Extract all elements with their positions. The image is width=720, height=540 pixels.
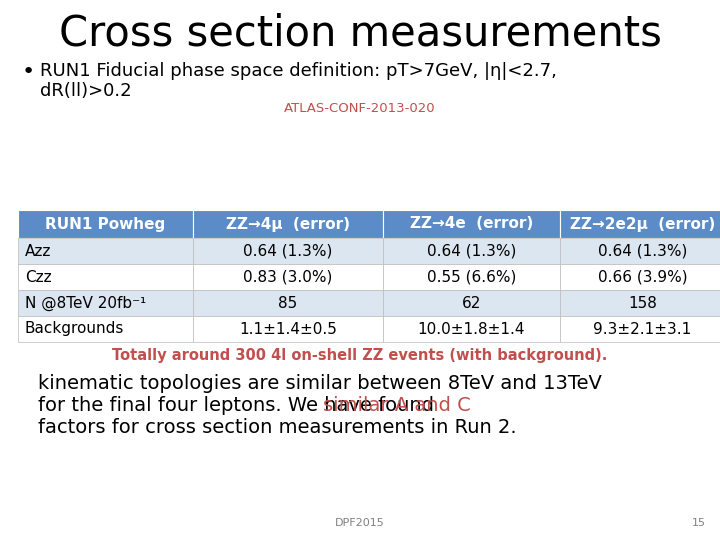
Text: N @8TeV 20fb⁻¹: N @8TeV 20fb⁻¹ (25, 295, 146, 310)
Text: Azz: Azz (25, 244, 51, 259)
Text: 15: 15 (692, 518, 706, 528)
FancyBboxPatch shape (560, 264, 720, 290)
Text: ZZ→4μ  (error): ZZ→4μ (error) (226, 217, 350, 232)
Text: RUN1 Powheg: RUN1 Powheg (45, 217, 166, 232)
FancyBboxPatch shape (193, 290, 383, 316)
FancyBboxPatch shape (193, 316, 383, 342)
FancyBboxPatch shape (560, 290, 720, 316)
FancyBboxPatch shape (383, 238, 560, 264)
Text: 62: 62 (462, 295, 481, 310)
Text: dR(ll)>0.2: dR(ll)>0.2 (40, 82, 132, 100)
Text: factors for cross section measurements in Run 2.: factors for cross section measurements i… (38, 418, 517, 437)
Text: 0.55 (6.6%): 0.55 (6.6%) (427, 269, 516, 285)
FancyBboxPatch shape (18, 264, 193, 290)
Text: 0.64 (1.3%): 0.64 (1.3%) (598, 244, 687, 259)
FancyBboxPatch shape (560, 316, 720, 342)
Text: 1.1±1.4±0.5: 1.1±1.4±0.5 (239, 321, 337, 336)
Text: similar A and C: similar A and C (323, 396, 471, 415)
FancyBboxPatch shape (560, 238, 720, 264)
Text: RUN1 Fiducial phase space definition: pT>7GeV, |η|<2.7,: RUN1 Fiducial phase space definition: pT… (40, 62, 557, 80)
FancyBboxPatch shape (18, 316, 193, 342)
Text: Totally around 300 4l on-shell ZZ events (with background).: Totally around 300 4l on-shell ZZ events… (112, 348, 608, 363)
FancyBboxPatch shape (383, 316, 560, 342)
Text: kinematic topologies are similar between 8TeV and 13TeV: kinematic topologies are similar between… (38, 374, 602, 393)
FancyBboxPatch shape (383, 290, 560, 316)
Text: 85: 85 (279, 295, 297, 310)
Text: 0.64 (1.3%): 0.64 (1.3%) (243, 244, 333, 259)
FancyBboxPatch shape (18, 238, 193, 264)
Text: 0.83 (3.0%): 0.83 (3.0%) (243, 269, 333, 285)
Text: ZZ→2e2μ  (error): ZZ→2e2μ (error) (570, 217, 715, 232)
FancyBboxPatch shape (193, 210, 383, 238)
Text: 10.0±1.8±1.4: 10.0±1.8±1.4 (418, 321, 526, 336)
Text: ATLAS-CONF-2013-020: ATLAS-CONF-2013-020 (284, 102, 436, 115)
FancyBboxPatch shape (383, 210, 560, 238)
Text: •: • (22, 62, 35, 82)
Text: DPF2015: DPF2015 (335, 518, 385, 528)
Text: 0.64 (1.3%): 0.64 (1.3%) (427, 244, 516, 259)
FancyBboxPatch shape (18, 290, 193, 316)
FancyBboxPatch shape (560, 210, 720, 238)
Text: 158: 158 (628, 295, 657, 310)
Text: Backgrounds: Backgrounds (25, 321, 125, 336)
FancyBboxPatch shape (383, 264, 560, 290)
FancyBboxPatch shape (193, 264, 383, 290)
Text: Czz: Czz (25, 269, 52, 285)
Text: for the final four leptons. We have found: for the final four leptons. We have foun… (38, 396, 440, 415)
Text: 9.3±2.1±3.1: 9.3±2.1±3.1 (593, 321, 692, 336)
Text: ZZ→4e  (error): ZZ→4e (error) (410, 217, 533, 232)
FancyBboxPatch shape (18, 210, 193, 238)
Text: 0.66 (3.9%): 0.66 (3.9%) (598, 269, 688, 285)
Text: Cross section measurements: Cross section measurements (58, 12, 662, 54)
FancyBboxPatch shape (193, 238, 383, 264)
